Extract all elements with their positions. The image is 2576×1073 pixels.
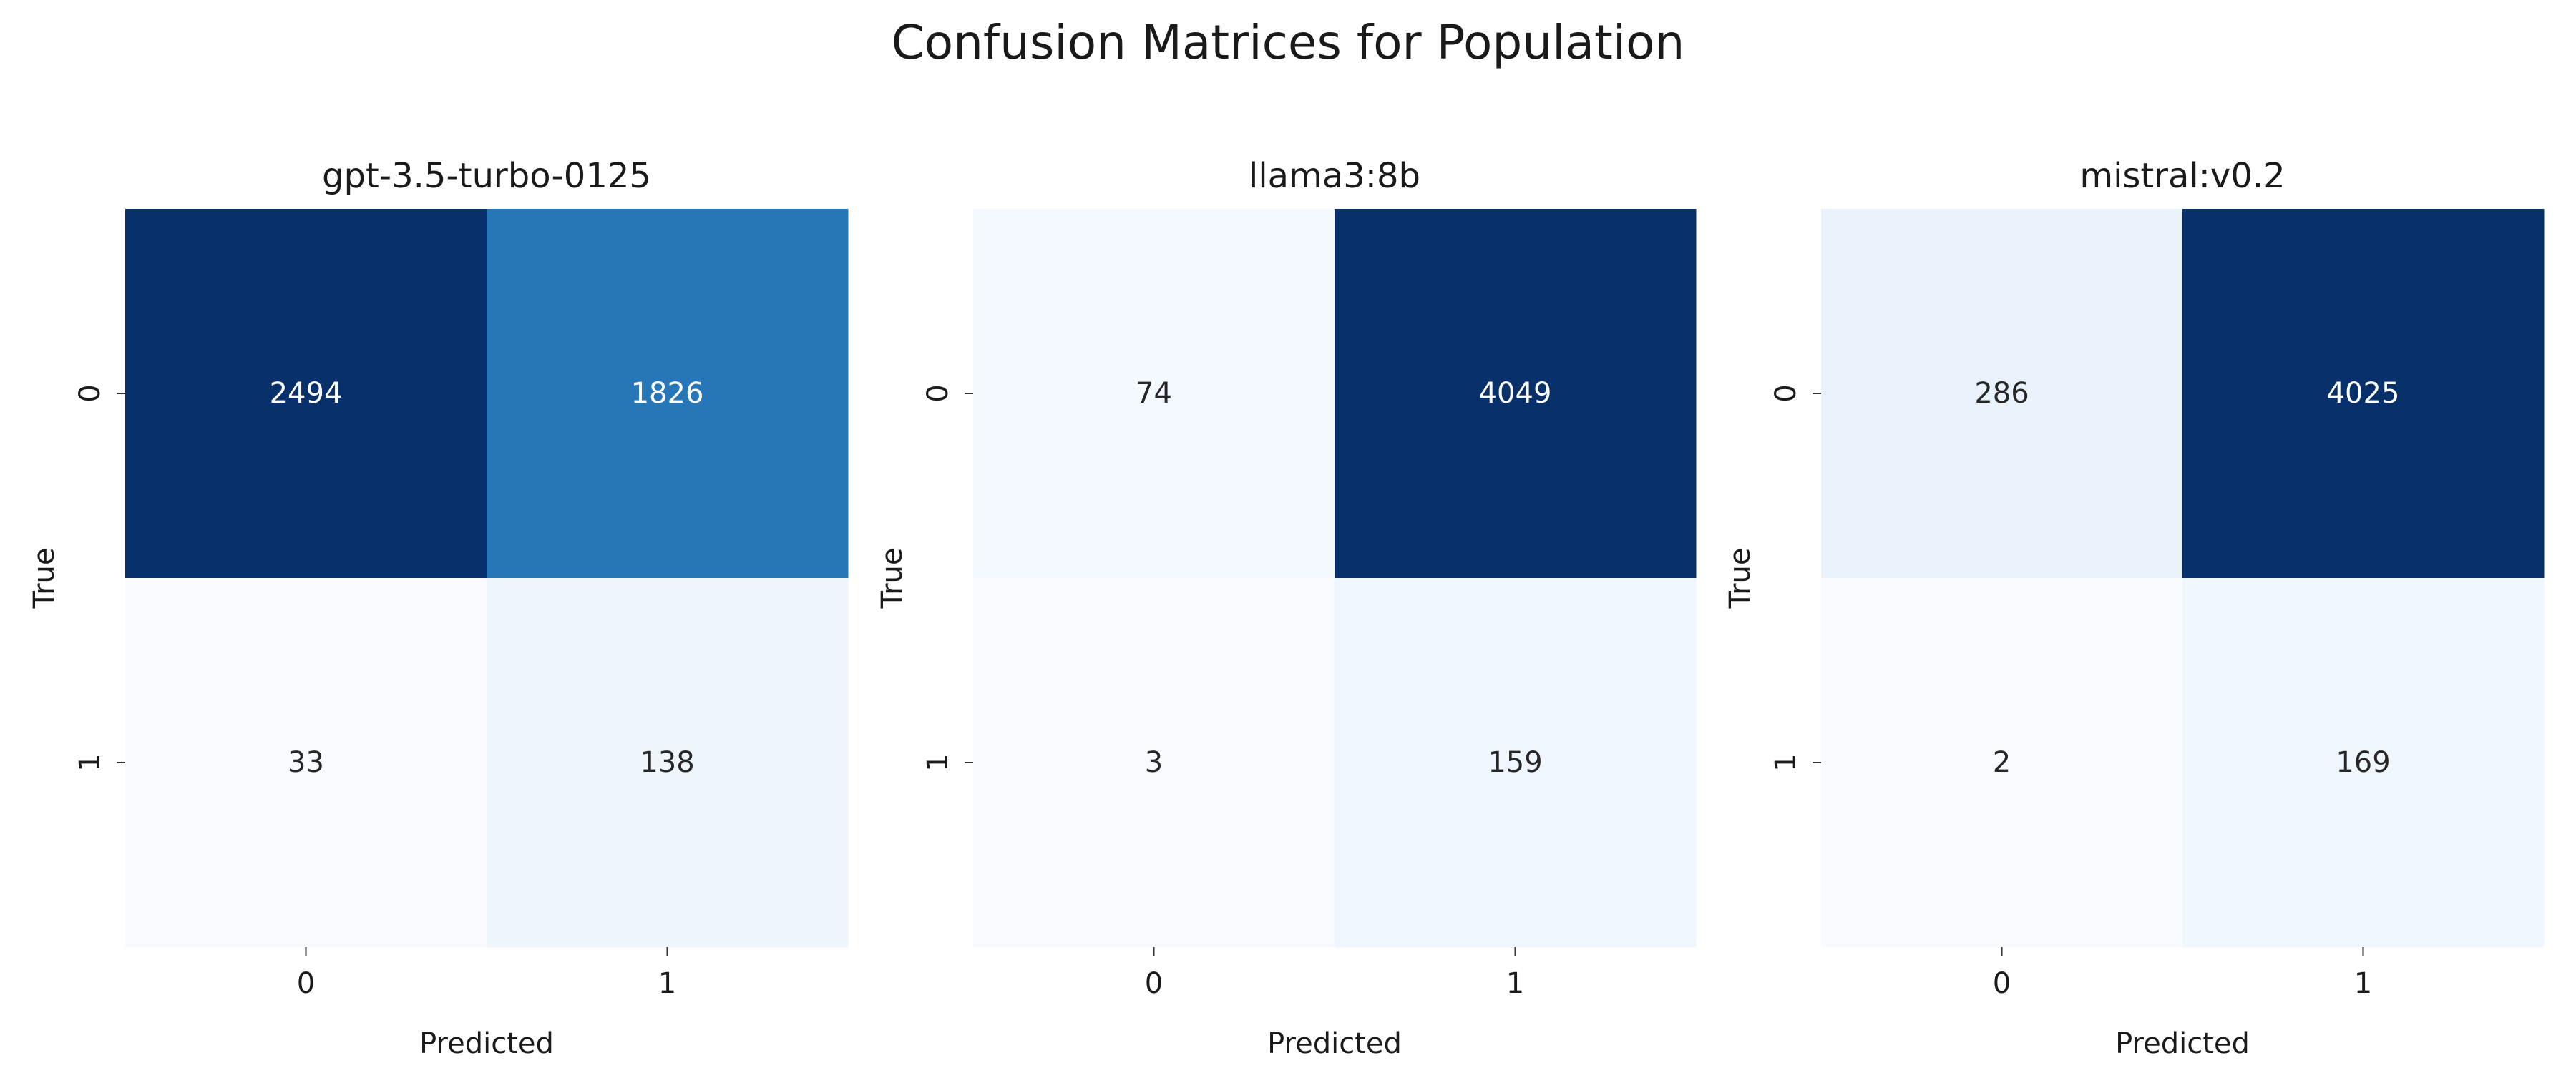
x-axis-label: Predicted (1267, 1027, 1402, 1060)
heatmap-cell (1821, 578, 2183, 948)
heatmap-panel-1: 2494 1826 33 138 gpt-3.5-turbo-0125 0 1 0 1 Predi… (28, 156, 849, 1060)
cell-value-label: 4049 (1479, 377, 1552, 410)
y-tick-label: 1 (74, 753, 107, 771)
heatmap-cell (973, 209, 1335, 579)
heatmap-cell (973, 578, 1335, 948)
y-axis-label: True (876, 548, 909, 609)
cell-value-label: 2494 (270, 377, 343, 410)
y-axis-label: True (28, 548, 61, 609)
y-tick-label: 0 (922, 384, 955, 402)
x-tick-label: 1 (1506, 967, 1524, 1000)
heatmap-cell (2182, 209, 2545, 579)
x-tick-label: 0 (1145, 967, 1163, 1000)
y-axis-label: True (1724, 548, 1757, 609)
y-tick-label: 1 (922, 753, 955, 771)
cell-value-label: 2 (1993, 746, 2011, 779)
heatmap-cell (1821, 209, 2183, 579)
cell-value-label: 33 (288, 746, 324, 779)
cell-value-label: 169 (2336, 746, 2390, 779)
heatmap-cell (487, 578, 849, 948)
heatmap-cell (487, 209, 849, 579)
cell-value-label: 138 (640, 746, 694, 779)
heatmap-cell (1335, 209, 1697, 579)
cell-value-label: 74 (1136, 377, 1172, 410)
y-tick-label: 1 (1770, 753, 1802, 771)
cell-value-label: 159 (1488, 746, 1542, 779)
panel-title: mistral:v0.2 (2079, 156, 2285, 196)
cell-value-label: 4025 (2327, 377, 2400, 410)
x-axis-label: Predicted (419, 1027, 554, 1060)
heatmap-cell (125, 209, 487, 579)
cell-value-label: 1826 (631, 377, 704, 410)
x-tick-label: 0 (297, 967, 315, 1000)
cell-value-label: 3 (1145, 746, 1163, 779)
panel-title: llama3:8b (1249, 156, 1420, 196)
y-tick-label: 0 (74, 384, 107, 402)
x-tick-label: 1 (658, 967, 676, 1000)
heatmap-cell (2182, 578, 2545, 948)
x-tick-label: 0 (1993, 967, 2011, 1000)
heatmap-panel-2: 74 4049 3 159 llama3:8b 0 1 0 1 Predicted True (876, 156, 1697, 1060)
y-tick-label: 0 (1770, 384, 1802, 402)
heatmap-cell (125, 578, 487, 948)
heatmap-cell (1335, 578, 1697, 948)
cell-value-label: 286 (1974, 377, 2029, 410)
panel-title: gpt-3.5-turbo-0125 (322, 156, 651, 196)
x-tick-label: 1 (2354, 967, 2372, 1000)
x-axis-label: Predicted (2115, 1027, 2250, 1060)
heatmap-panel-3: 286 4025 2 169 mistral:v0.2 0 1 0 1 Predicted True (1724, 156, 2545, 1060)
figure-title: Confusion Matrices for Population (891, 15, 1685, 70)
